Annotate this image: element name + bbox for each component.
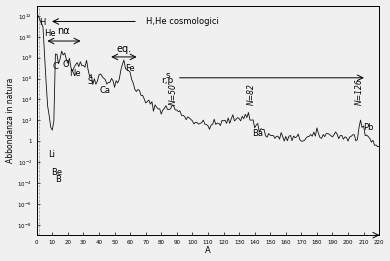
Text: S: S [87, 77, 92, 86]
Text: Be: Be [51, 168, 63, 177]
Text: Fe: Fe [125, 64, 134, 73]
Text: H,He cosmologici: H,He cosmologici [146, 17, 218, 26]
Text: H: H [39, 18, 46, 27]
Text: s: s [166, 71, 170, 80]
Text: B: B [55, 175, 60, 184]
Text: Ca: Ca [100, 86, 111, 94]
Text: O: O [62, 60, 69, 69]
Text: eq.: eq. [116, 44, 131, 54]
Text: N=50: N=50 [169, 83, 178, 105]
Y-axis label: Abbondanza in natura: Abbondanza in natura [5, 78, 14, 163]
Text: N=82: N=82 [247, 83, 256, 105]
Text: Pb: Pb [363, 123, 373, 132]
Text: N=126: N=126 [355, 78, 363, 105]
X-axis label: A: A [205, 246, 211, 256]
Text: Li: Li [48, 150, 55, 159]
Text: Ne: Ne [69, 69, 80, 78]
Text: Ba: Ba [252, 129, 263, 138]
Text: r,p: r,p [161, 76, 174, 85]
Text: C: C [52, 62, 58, 71]
Text: He: He [44, 29, 55, 38]
Text: nα: nα [57, 26, 69, 36]
